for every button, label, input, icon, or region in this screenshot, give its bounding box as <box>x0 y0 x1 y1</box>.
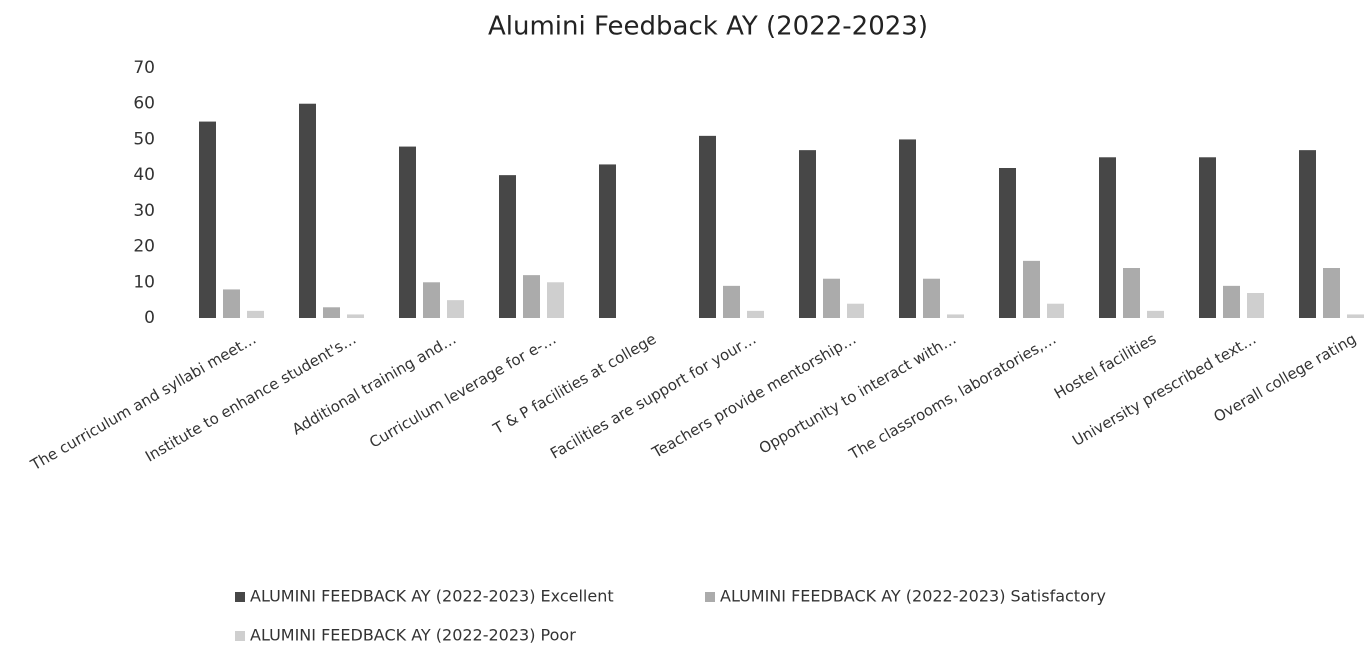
bar <box>723 285 740 318</box>
bar <box>947 314 964 318</box>
x-tick-label: Additional training and… <box>289 330 459 439</box>
legend-swatch <box>235 592 245 602</box>
y-tick-label: 50 <box>133 129 155 149</box>
bar <box>247 310 264 318</box>
x-tick-label: University prescribed text… <box>1069 330 1259 450</box>
y-tick-label: 70 <box>133 58 155 78</box>
legend-label: ALUMINI FEEDBACK AY (2022-2023) Satisfac… <box>720 587 1106 606</box>
bar <box>899 139 916 318</box>
bar <box>999 168 1016 318</box>
bar <box>523 275 540 318</box>
bar <box>747 310 764 318</box>
legend-label: ALUMINI FEEDBACK AY (2022-2023) Excellen… <box>250 587 614 606</box>
bar <box>347 314 364 318</box>
x-tick-label: Curriculum leverage for e-… <box>366 330 559 452</box>
bar <box>799 150 816 318</box>
y-tick-label: 20 <box>133 237 155 257</box>
bar <box>1047 303 1064 318</box>
y-tick-label: 60 <box>133 94 155 114</box>
bar <box>199 121 216 318</box>
y-tick-label: 10 <box>133 272 155 292</box>
bar <box>423 282 440 318</box>
x-tick-label: T & P facilities at college <box>489 330 659 439</box>
bar <box>299 103 316 318</box>
legend-swatch <box>235 631 245 641</box>
bar <box>923 278 940 318</box>
bar <box>547 282 564 318</box>
bar <box>1147 310 1164 318</box>
x-tick-label: Opportunity to interact with… <box>756 330 959 458</box>
bar <box>399 146 416 318</box>
bar <box>223 289 240 318</box>
bar <box>1099 157 1116 318</box>
bar <box>447 300 464 318</box>
y-tick-label: 40 <box>133 165 155 185</box>
x-tick-label: The classrooms, laboratories,… <box>845 330 1059 464</box>
bar <box>1347 314 1364 318</box>
bar <box>323 307 340 318</box>
y-tick-label: 30 <box>133 201 155 221</box>
bar <box>1199 157 1216 318</box>
legend-label: ALUMINI FEEDBACK AY (2022-2023) Poor <box>250 626 576 645</box>
bar <box>1323 268 1340 318</box>
chart-title: Alumini Feedback AY (2022-2023) <box>488 12 928 42</box>
bar <box>699 135 716 318</box>
bar <box>847 303 864 318</box>
bar <box>1247 293 1264 318</box>
legend-swatch <box>705 592 715 602</box>
y-tick-label: 0 <box>144 308 155 328</box>
x-tick-label: Teachers provide mentorship… <box>648 330 859 462</box>
bar <box>1123 268 1140 318</box>
bar <box>823 278 840 318</box>
bar <box>1223 285 1240 318</box>
bar <box>1299 150 1316 318</box>
bar <box>1023 260 1040 318</box>
bar <box>599 164 616 318</box>
bar <box>499 175 516 318</box>
